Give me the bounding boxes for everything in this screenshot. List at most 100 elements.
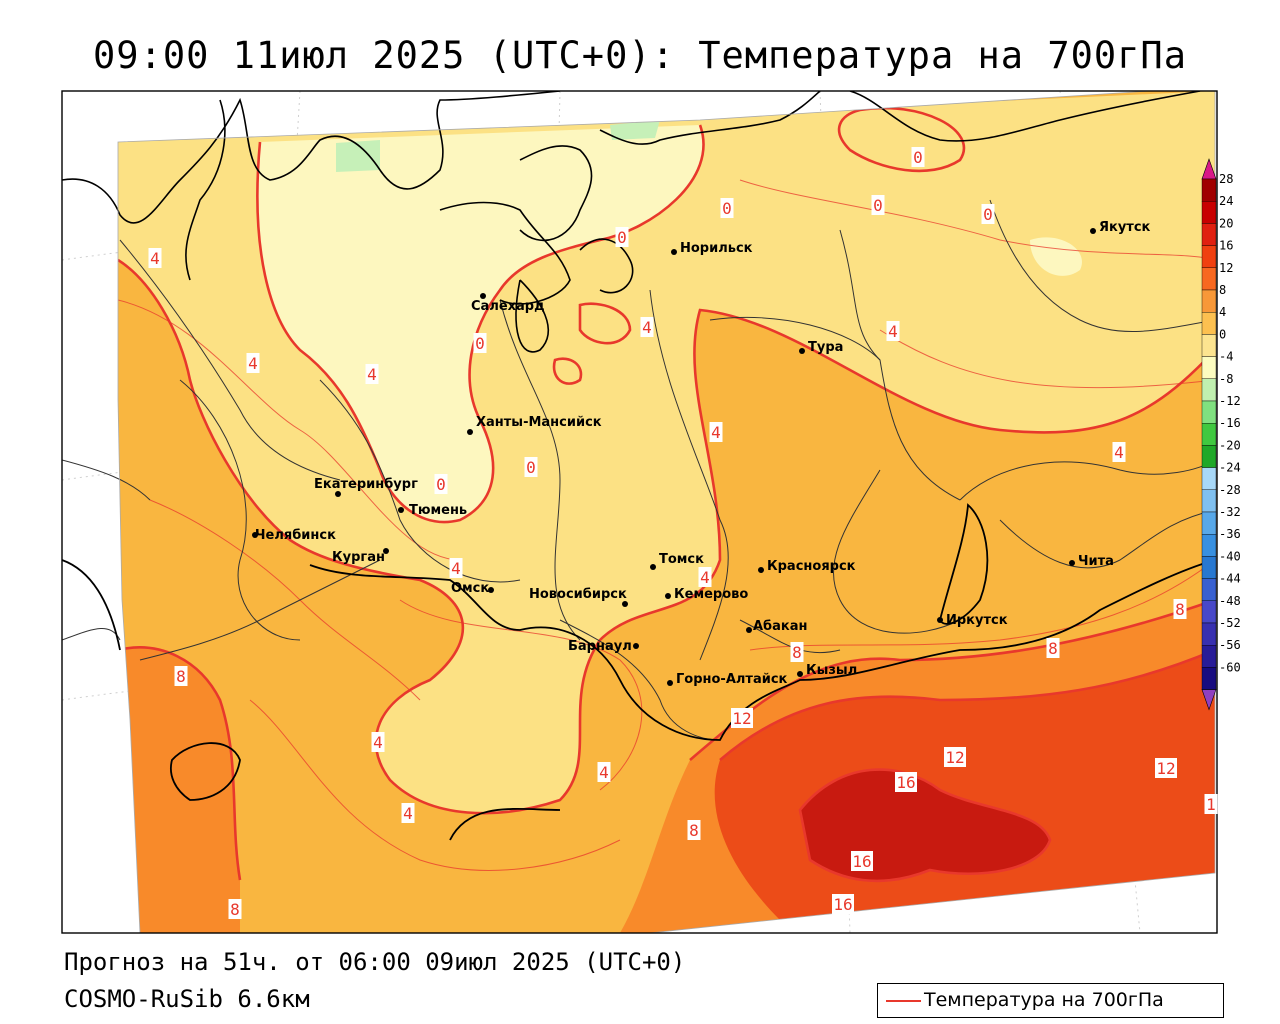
contour-label-bg	[911, 147, 925, 167]
city-marker	[671, 249, 677, 255]
colorbar-segment	[1201, 334, 1217, 357]
city-marker	[797, 671, 803, 677]
city-marker	[1090, 228, 1096, 234]
contour-label: 8	[792, 643, 802, 662]
colorbar-tick-label: 20	[1219, 216, 1233, 230]
colorbar-tick-label: 24	[1219, 194, 1233, 208]
city-label: Челябинск	[255, 528, 336, 543]
contour-label: 16	[896, 773, 915, 792]
contour-label: 8	[176, 667, 186, 686]
colorbar-tick-label: 4	[1219, 305, 1226, 319]
colorbar-tick-label: -56	[1219, 638, 1241, 652]
contour-label-bg	[698, 567, 712, 587]
colorbar-segment	[1201, 400, 1217, 424]
city-marker	[252, 532, 258, 538]
colorbar-tick-label: -48	[1219, 594, 1241, 608]
colorbar-tick-label: -16	[1219, 416, 1241, 430]
contour-label: 12	[732, 709, 751, 728]
colorbar-segment	[1201, 645, 1217, 668]
city-marker	[665, 593, 671, 599]
colorbar-segment	[1201, 489, 1217, 513]
contour-label-bg	[886, 321, 900, 341]
contour-label-bg	[615, 227, 629, 247]
colorbar-segment	[1201, 289, 1217, 313]
colorbar-segment	[1201, 356, 1217, 380]
contour-label: 4	[451, 559, 461, 578]
city-markers: Якутск Норильск Салехард Тура Ханты-Мансийск…	[252, 220, 1151, 687]
city-label: Тура	[808, 340, 843, 355]
colorbar-segment	[1201, 467, 1217, 491]
colorbar-segment	[1201, 223, 1217, 246]
city-marker	[1069, 560, 1075, 566]
contour-labels: 0000000044444444444488888881212121616161	[148, 147, 1218, 919]
contour-label: 4	[700, 568, 710, 587]
contour-label: 0	[983, 205, 993, 224]
colorbar-segment	[1201, 245, 1217, 269]
contour-label: 4	[373, 733, 383, 752]
city-marker	[633, 643, 639, 649]
contour-label-bg	[174, 666, 188, 686]
contour-label: 0	[526, 458, 536, 477]
contour-label-bg	[597, 762, 611, 782]
city-label: Красноярск	[767, 559, 856, 574]
city-label: Екатеринбург	[314, 477, 418, 492]
forecast-info: Прогноз на 51ч. от 06:00 09июл 2025 (UTC…	[64, 948, 686, 976]
colorbar-tick-label: 28	[1219, 172, 1233, 186]
contour-label: 8	[230, 900, 240, 919]
city-label: Барнаул	[568, 639, 632, 654]
colorbar-tick-label: -60	[1219, 660, 1241, 674]
contour-label-bg	[731, 708, 753, 728]
contour-label: 0	[436, 475, 446, 494]
city-marker	[799, 348, 805, 354]
colorbar-segment	[1201, 267, 1217, 291]
contour-label-bg	[790, 642, 804, 662]
contour-label-bg	[473, 333, 487, 353]
contour-label-bg	[709, 422, 723, 442]
city-marker	[335, 491, 341, 497]
colorbar-tick-label: -32	[1219, 505, 1241, 519]
contour-label-bg	[1046, 638, 1060, 658]
contour-label: 4	[642, 318, 652, 337]
city-marker	[488, 587, 494, 593]
legend-line-swatch	[886, 1000, 921, 1002]
city-marker	[622, 601, 628, 607]
contour-label: 0	[617, 228, 627, 247]
colorbar-tick-label: -52	[1219, 616, 1241, 630]
contour-label: 12	[945, 748, 964, 767]
city-marker	[937, 617, 943, 623]
colorbar-tick-label: -44	[1219, 572, 1241, 586]
contour-label-bg	[246, 353, 260, 373]
contour-label-bg	[895, 772, 917, 792]
city-marker	[650, 564, 656, 570]
colorbar-segment	[1201, 511, 1217, 535]
city-label: Новосибирск	[529, 587, 627, 602]
legend: Температура на 700гПа	[877, 983, 1224, 1018]
domain-outline	[117, 91, 1216, 933]
city-marker	[383, 548, 389, 554]
colorbar-segment	[1201, 600, 1217, 624]
contour-label: 0	[722, 199, 732, 218]
contour-label-bg	[1173, 599, 1187, 619]
temperature-field	[118, 91, 1215, 933]
city-label: Кемерово	[674, 587, 748, 602]
contour-label: 8	[1175, 600, 1185, 619]
contour-label: 4	[150, 249, 160, 268]
colorbar-tick-label: -28	[1219, 483, 1241, 497]
contour-label-bg	[1155, 758, 1177, 778]
colorbar-segment	[1201, 622, 1217, 646]
colorbar-tick-label: 16	[1219, 239, 1233, 253]
city-label: Курган	[332, 550, 385, 565]
colorbar-tick-label: -20	[1219, 438, 1241, 452]
contour-label-bg	[981, 204, 995, 224]
city-label: Чита	[1078, 554, 1114, 569]
contour-label: 12	[1156, 759, 1175, 778]
colorbar-segment	[1201, 578, 1217, 601]
contour-label-bg	[365, 364, 379, 384]
colorbar-segment	[1201, 312, 1217, 335]
model-info: COSMO-RuSib 6.6км	[64, 985, 310, 1013]
colorbar-segment	[1201, 200, 1217, 224]
coastline	[62, 91, 1201, 353]
city-marker	[758, 567, 764, 573]
contour-label: 16	[852, 852, 871, 871]
